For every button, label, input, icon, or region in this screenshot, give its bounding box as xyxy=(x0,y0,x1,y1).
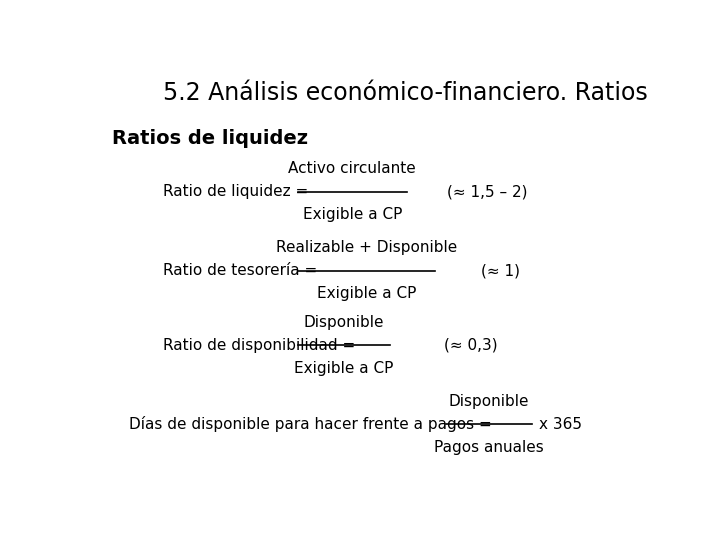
Text: Activo circulante: Activo circulante xyxy=(289,161,416,176)
Text: Ratio de liquidez =: Ratio de liquidez = xyxy=(163,184,307,199)
Text: (≈ 1,5 – 2): (≈ 1,5 – 2) xyxy=(447,184,528,199)
Text: Exigible a CP: Exigible a CP xyxy=(317,286,416,301)
Text: Disponible: Disponible xyxy=(304,315,384,329)
Text: Pagos anuales: Pagos anuales xyxy=(434,440,544,455)
Text: Realizable + Disponible: Realizable + Disponible xyxy=(276,240,456,255)
Text: Ratio de tesorería =: Ratio de tesorería = xyxy=(163,263,317,278)
Text: Disponible: Disponible xyxy=(449,394,529,409)
Text: Ratio de disponibilidad =: Ratio de disponibilidad = xyxy=(163,338,355,353)
Text: Exigible a CP: Exigible a CP xyxy=(294,361,394,376)
Text: x 365: x 365 xyxy=(539,417,582,432)
Text: Ratios de liquidez: Ratios de liquidez xyxy=(112,129,308,149)
Text: Exigible a CP: Exigible a CP xyxy=(302,207,402,222)
Text: 5.2 Análisis económico-financiero. Ratios: 5.2 Análisis económico-financiero. Ratio… xyxy=(163,82,647,105)
Text: (≈ 1): (≈ 1) xyxy=(481,263,520,278)
Text: Días de disponible para hacer frente a pagos =: Días de disponible para hacer frente a p… xyxy=(129,416,492,433)
Text: (≈ 0,3): (≈ 0,3) xyxy=(444,338,498,353)
